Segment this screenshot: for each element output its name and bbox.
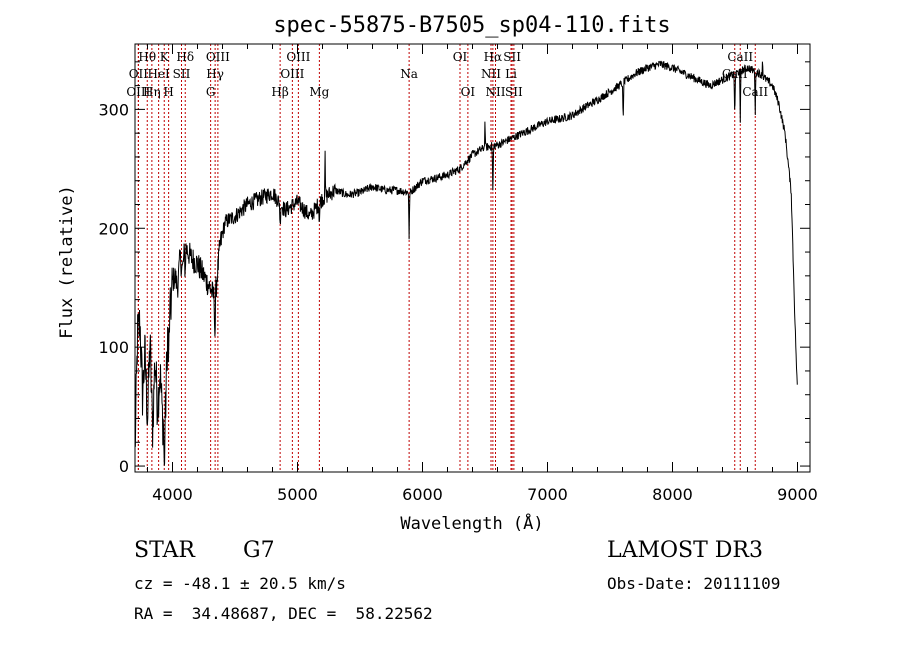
y-axis-ticks: 0 100 200 300 [98, 61, 810, 476]
line-label: CaII [727, 50, 753, 64]
line-label: Hα [484, 50, 503, 64]
coordinates: RA = 34.48687, DEC = 58.22562 [134, 604, 433, 623]
line-label: Hδ [176, 50, 194, 64]
line-label: G [206, 85, 216, 99]
line-label: K [160, 50, 170, 64]
y-tick-label: 0 [119, 457, 129, 476]
x-axis-label: Wavelength (Å) [400, 512, 543, 534]
y-tick-label: 300 [98, 100, 129, 119]
plot-frame [134, 43, 811, 473]
line-label: SII [505, 85, 523, 99]
line-label: Hη [143, 85, 161, 99]
x-tick-label: 5000 [277, 485, 318, 504]
emission-line-markers [137, 44, 756, 472]
line-label: OIII [286, 50, 310, 64]
line-label: NII [486, 85, 506, 99]
line-label: Hβ [271, 85, 288, 99]
x-tick-label: 4000 [152, 485, 193, 504]
line-label: OIII [206, 50, 230, 64]
x-tick-label: 8000 [652, 485, 693, 504]
obs-date: Obs-Date: 20111109 [607, 574, 781, 593]
line-label: OII [129, 67, 149, 81]
survey-name: LAMOST DR3 [607, 538, 763, 563]
line-label: H [163, 85, 173, 99]
line-label: OIII [126, 85, 150, 99]
x-tick-label: 6000 [402, 485, 443, 504]
y-axis-label: Flux (relative) [57, 185, 77, 339]
line-label: OI [461, 85, 476, 99]
y-tick-label: 200 [98, 219, 129, 238]
x-tick-label: 7000 [527, 485, 568, 504]
line-label: Mg [309, 85, 329, 99]
line-label: Li [505, 67, 517, 81]
spectrum-line [134, 60, 798, 466]
line-label: Hγ [206, 67, 224, 81]
x-tick-label: 9000 [777, 485, 818, 504]
redshift-info: cz = -48.1 ± 20.5 km/s [134, 574, 346, 593]
line-label: OI [453, 50, 468, 64]
y-tick-label: 100 [98, 338, 129, 357]
line-label: Hθ [138, 50, 156, 64]
line-label: Na [400, 67, 418, 81]
line-label: NII [481, 67, 501, 81]
object-class: STAR [134, 538, 195, 563]
line-label: HeI [147, 67, 170, 81]
line-label: OIII [280, 67, 304, 81]
line-label: SII [503, 50, 521, 64]
line-label: SII [173, 67, 191, 81]
chart-title: spec-55875-B7505_sp04-110.fits [273, 13, 670, 38]
object-subclass: G7 [243, 538, 275, 563]
x-axis-ticks: 4000 5000 6000 7000 8000 9000 [147, 44, 818, 504]
